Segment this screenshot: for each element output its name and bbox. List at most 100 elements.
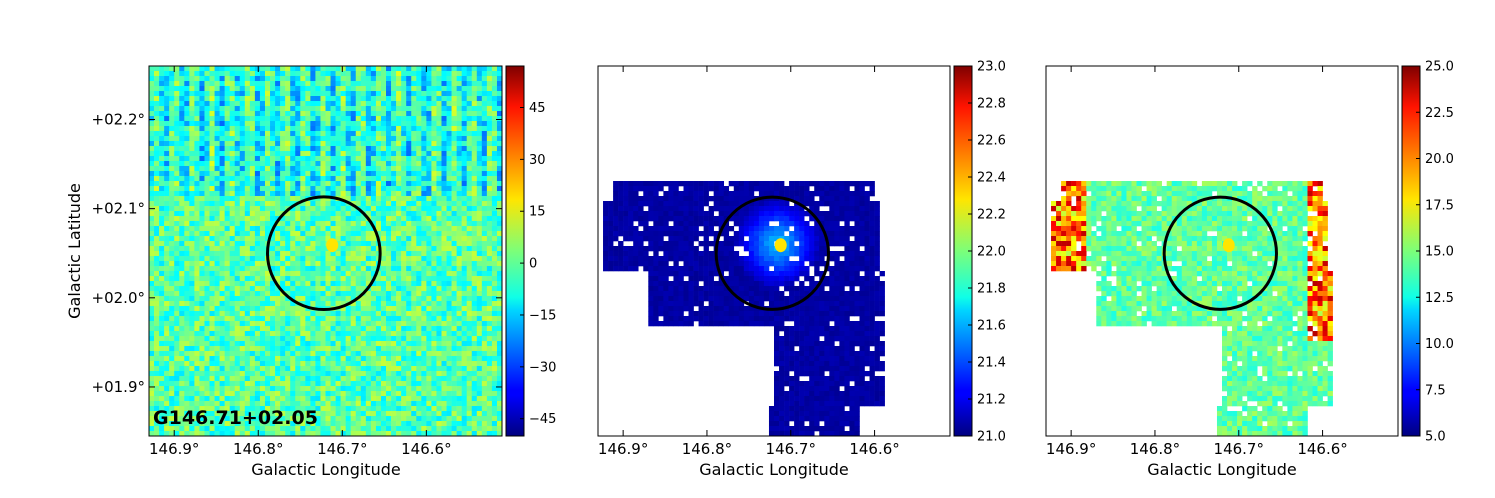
heatmap-cell <box>149 371 155 377</box>
heatmap-cell <box>370 316 377 322</box>
heatmap-cell <box>380 131 387 137</box>
heatmap-cell <box>446 321 452 327</box>
heatmap-cell <box>249 86 256 92</box>
heatmap-cell <box>259 156 266 162</box>
heatmap-cell <box>456 226 462 232</box>
heatmap-cell <box>259 191 266 197</box>
heatmap-cell <box>451 126 457 132</box>
heatmap-cell <box>426 261 432 267</box>
heatmap-cell <box>406 151 412 157</box>
heatmap-cell <box>426 321 432 327</box>
heatmap-cell <box>179 206 185 212</box>
heatmap-cell <box>365 81 372 87</box>
heatmap-cell <box>416 271 422 277</box>
heatmap-cell <box>421 151 427 157</box>
heatmap-cell <box>320 251 326 257</box>
heatmap-cell <box>310 206 316 212</box>
heatmap-cell <box>199 151 205 157</box>
heatmap-cell <box>300 161 306 167</box>
heatmap-cell <box>335 226 341 232</box>
heatmap-cell <box>396 351 402 357</box>
heatmap-cell <box>365 316 372 322</box>
heatmap-cell <box>254 126 261 132</box>
heatmap-cell <box>275 226 281 232</box>
heatmap-cell <box>340 351 346 357</box>
heatmap-cell <box>315 106 321 112</box>
heatmap-cell <box>471 246 478 252</box>
heatmap-cell <box>380 106 387 112</box>
heatmap-cell <box>320 301 326 307</box>
heatmap-cell <box>406 351 412 357</box>
heatmap-cell <box>234 111 241 117</box>
heatmap-cell <box>436 211 442 217</box>
heatmap-cell <box>486 296 493 302</box>
heatmap-cell <box>305 341 311 347</box>
heatmap-cell <box>159 381 165 387</box>
heatmap-cell <box>149 411 155 417</box>
heatmap-cell <box>199 341 205 347</box>
heatmap-cell <box>199 241 205 247</box>
heatmap-cell <box>159 226 165 232</box>
heatmap-cell <box>466 186 473 192</box>
heatmap-cell <box>391 196 397 202</box>
heatmap-cell <box>330 256 336 262</box>
heatmap-cell <box>416 196 422 202</box>
heatmap-cell <box>154 141 160 147</box>
heatmap-cell <box>259 136 266 142</box>
heatmap-cell <box>315 226 321 232</box>
heatmap-cell <box>380 196 387 202</box>
heatmap-cell <box>270 121 276 127</box>
heatmap-cell <box>401 366 407 372</box>
heatmap-cell <box>370 271 377 277</box>
heatmap-cell <box>159 266 165 272</box>
heatmap-cell <box>174 71 180 77</box>
heatmap-cell <box>370 156 377 162</box>
heatmap-cell <box>375 96 382 102</box>
heatmap-cell <box>184 341 190 347</box>
heatmap-cell <box>370 196 377 202</box>
heatmap-cell <box>481 236 488 242</box>
heatmap-cell <box>285 336 291 342</box>
heatmap-cell <box>325 176 331 182</box>
heatmap-cell <box>350 341 357 347</box>
heatmap-cell <box>335 351 341 357</box>
heatmap-cell <box>204 386 210 392</box>
heatmap-cell <box>436 346 442 352</box>
heatmap-cell <box>224 286 230 292</box>
heatmap-cell <box>360 401 367 407</box>
heatmap-cell <box>244 91 251 97</box>
heatmap-cell <box>310 366 316 372</box>
heatmap-cell <box>451 206 457 212</box>
heatmap-cell <box>360 341 367 347</box>
heatmap-cell <box>365 231 372 237</box>
heatmap-cell <box>224 376 230 382</box>
heatmap-cell <box>244 356 251 362</box>
heatmap-cell <box>280 246 286 252</box>
heatmap-cell <box>159 296 165 302</box>
heatmap-cell <box>406 221 412 227</box>
heatmap-cell <box>280 106 286 112</box>
heatmap-cell <box>214 296 220 302</box>
heatmap-cell <box>259 106 266 112</box>
heatmap-cell <box>229 136 236 142</box>
heatmap-cell <box>466 411 473 417</box>
heatmap-cell <box>355 261 362 267</box>
heatmap-cell <box>179 66 185 72</box>
heatmap-cell <box>370 396 377 402</box>
heatmap-cell <box>426 276 432 282</box>
heatmap-cell <box>466 236 473 242</box>
heatmap-cell <box>476 126 483 132</box>
heatmap-cell <box>380 356 387 362</box>
heatmap-cell <box>496 371 503 377</box>
heatmap-cell <box>244 326 251 332</box>
heatmap-cell <box>214 136 220 142</box>
heatmap-cell <box>350 266 357 272</box>
heatmap-cell <box>194 396 200 402</box>
heatmap-cell <box>290 171 296 177</box>
heatmap-cell <box>380 181 387 187</box>
heatmap-cell <box>416 251 422 257</box>
heatmap-cell <box>214 311 220 317</box>
heatmap-cell <box>224 381 230 387</box>
heatmap-cell <box>386 361 392 367</box>
heatmap-cell <box>234 301 241 307</box>
